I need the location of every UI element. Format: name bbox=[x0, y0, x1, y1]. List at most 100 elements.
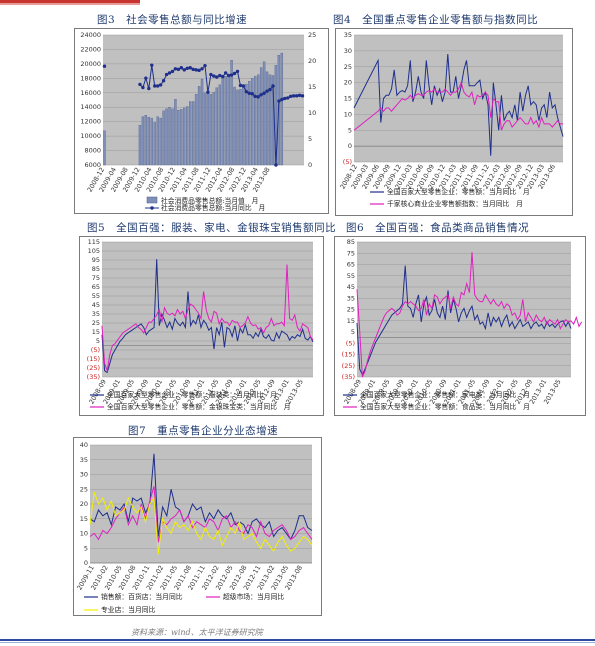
fig7-ytick-label: 20 bbox=[80, 500, 88, 508]
fig5-title: 图5 全国百强：服装、家电、金银珠宝销售额同比 bbox=[87, 222, 337, 234]
fig6-ytick-label: 35 bbox=[347, 294, 355, 302]
fig3-bar bbox=[280, 52, 284, 166]
fig3-line-point bbox=[244, 89, 249, 94]
fig3-bar bbox=[162, 110, 165, 166]
fig6-title: 图6 全国百强：食品类商品销售情况 bbox=[346, 222, 530, 234]
fig6-legend-label: 全国百家大型零售企业：零售额：食品类：当月同比 月 bbox=[360, 402, 530, 411]
fig6-ytick-label: 85 bbox=[347, 238, 355, 246]
fig3-line-point bbox=[161, 79, 166, 83]
fig3-line-point bbox=[102, 64, 107, 68]
fig3-bar bbox=[197, 86, 201, 166]
fig7-legend-label: 专业店：当月同比 bbox=[101, 605, 156, 614]
fig6-series-1-line bbox=[356, 265, 572, 376]
fig4-ytick-label: 30 bbox=[344, 47, 352, 55]
fig3-bar bbox=[189, 101, 192, 166]
fig3-line-point bbox=[280, 97, 284, 102]
fig3-bar bbox=[186, 106, 189, 166]
fig3-line-point bbox=[238, 83, 243, 88]
fig3-legend-line-marker bbox=[150, 206, 154, 210]
fig3-bar bbox=[218, 84, 221, 166]
fig7-ytick-label: 0 bbox=[84, 559, 88, 567]
fig3-bar bbox=[265, 71, 269, 166]
fig3-line-point bbox=[153, 84, 157, 88]
fig3-ytick-label: 16000 bbox=[80, 89, 101, 97]
fig3-line-point bbox=[182, 68, 186, 72]
fig3-ytick-label: 18000 bbox=[80, 74, 101, 82]
fig3-bar bbox=[138, 125, 142, 166]
fig7-chart-panel: 0 5 10 15 20 25 30 35 40 2009-11 2010-02 2010-05 201… bbox=[73, 437, 322, 616]
fig3-line-point bbox=[232, 71, 237, 76]
p6-svg: (35)(25)(15)(5)515253545556575852008-092… bbox=[342, 238, 583, 411]
fig3-bar bbox=[200, 78, 204, 166]
fig5-plot-area bbox=[102, 242, 313, 377]
fig3-bar bbox=[171, 108, 174, 166]
fig3-line-point bbox=[274, 163, 278, 167]
fig4-series-2-line bbox=[353, 81, 563, 131]
fig3-ytick-label: 6000 bbox=[84, 161, 101, 169]
fig3-bar bbox=[254, 76, 257, 166]
fig3-ytick-label: 20000 bbox=[80, 60, 101, 68]
fig3-bar bbox=[194, 94, 198, 166]
fig3-ytick-label: 24000 bbox=[80, 31, 101, 39]
fig7-series-1-line bbox=[89, 453, 313, 541]
fig3-line-point bbox=[167, 71, 172, 75]
fig5-legend-label: 全国百家大型零售企业：零售额：服装类：当月同比 月 bbox=[107, 390, 277, 399]
fig7-legend-label: 超级市场：当月同比 bbox=[223, 592, 284, 601]
fig3-line-point bbox=[194, 68, 198, 72]
fig7-series-2-line bbox=[89, 486, 313, 543]
fig3-ytick-label: 8000 bbox=[84, 147, 101, 155]
fig3-line-point bbox=[297, 93, 302, 98]
fig6-ytick-label: (35) bbox=[342, 373, 355, 381]
fig7-ytick-label: 5 bbox=[84, 544, 88, 552]
fig3-bar bbox=[239, 89, 242, 166]
fig4-ytick-label: 25 bbox=[344, 63, 352, 71]
fig5-ytick-label: (25) bbox=[87, 364, 100, 372]
fig6-series-2-line bbox=[356, 252, 583, 378]
fig3-y2tick-label: 25 bbox=[308, 31, 316, 39]
fig3-line-point bbox=[200, 67, 204, 71]
fig6-ytick-label: (5) bbox=[346, 339, 355, 347]
p5-svg: (35)(25)(15)(5)5152535455565758595105115… bbox=[87, 238, 314, 411]
fig3-y2tick-label: 20 bbox=[308, 57, 316, 65]
fig7-title: 图7 重点零售企业分业态增速 bbox=[128, 425, 279, 437]
fig3-legend-bar-label: 社会消费品零售总额:当月值 月 bbox=[161, 196, 258, 205]
fig4-ytick-label: (5) bbox=[343, 158, 352, 166]
fig3-bar bbox=[159, 117, 162, 166]
fig4-ytick-label: 35 bbox=[344, 31, 352, 39]
fig3-line-point bbox=[286, 96, 290, 100]
fig3-line-point bbox=[209, 72, 213, 77]
fig3-bar bbox=[156, 116, 159, 166]
fig5-series-1-line bbox=[101, 259, 314, 374]
p3-svg: 6000 8000 10000 12000 14000 16000 18000 20000 22… bbox=[80, 31, 316, 212]
fig3-bar bbox=[251, 78, 254, 166]
fig3-line-point bbox=[271, 84, 275, 88]
fig5-ytick-label: 45 bbox=[92, 301, 100, 309]
fig7-series-3-line bbox=[89, 492, 313, 555]
fig5-ytick-label: (5) bbox=[91, 346, 100, 354]
fig7-ytick-label: 30 bbox=[80, 471, 88, 479]
fig3-line-point bbox=[164, 72, 169, 77]
fig4-title: 图4 全国重点零售企业零售额与指数同比 bbox=[333, 14, 539, 26]
fig3-bar bbox=[150, 117, 153, 166]
fig3-line-point bbox=[206, 90, 210, 94]
fig3-bar bbox=[141, 116, 145, 166]
fig3-line-point bbox=[291, 94, 296, 98]
fig5-ytick-label: (35) bbox=[87, 373, 100, 381]
fig3-line-point bbox=[226, 73, 231, 78]
fig3-line-point bbox=[191, 67, 195, 72]
fig7-ytick-label: 15 bbox=[80, 515, 88, 523]
fig3-line-point bbox=[300, 94, 305, 98]
fig4-series-1-line bbox=[353, 53, 564, 156]
fig3-bar bbox=[103, 130, 106, 166]
fig5-ytick-label: 5 bbox=[96, 337, 100, 345]
fig3-line-point bbox=[221, 74, 225, 79]
fig3-bar bbox=[144, 115, 148, 166]
fig4-chart-panel: (5) 0 5 10 15 20 25 30 35 2008-12 2009-03 2009-06 20… bbox=[335, 28, 573, 216]
p4-svg: (5)051015202530352008-122009-032009-0620… bbox=[339, 31, 564, 208]
fig3-line-point bbox=[253, 94, 257, 99]
fig5-ytick-label: (15) bbox=[87, 355, 100, 363]
fig5-ytick-label: 25 bbox=[92, 319, 100, 327]
fig3-line-point bbox=[170, 69, 175, 74]
footer-rule bbox=[0, 639, 595, 641]
fig7-ytick-label: 40 bbox=[80, 441, 88, 449]
